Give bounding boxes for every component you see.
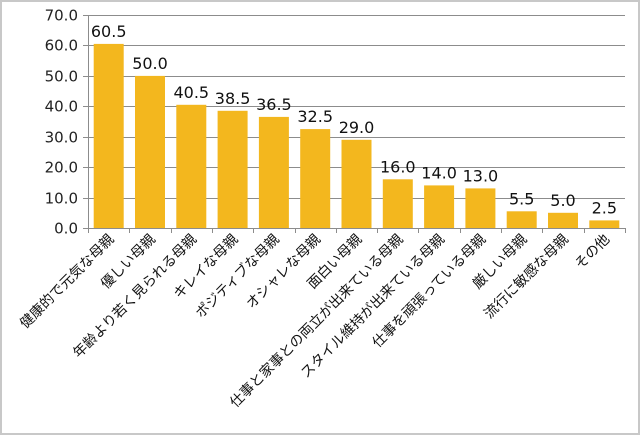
bar <box>465 188 496 228</box>
bar-value-label: 5.0 <box>550 191 575 210</box>
category-label: オシャレな母親 <box>243 232 324 313</box>
bar <box>93 43 124 229</box>
category-labels: 健康的で元気な母親優しい母親年齢より若く見られる母親キレイな母親ポジティブな母親… <box>16 231 613 411</box>
y-tick-label: 0.0 <box>54 220 78 238</box>
y-tick-label: 20.0 <box>45 159 78 177</box>
bar-value-label: 13.0 <box>463 166 499 185</box>
y-axis-tick-labels: 0.0 10.0 20.0 30.0 40.0 50.0 60.0 70.0 <box>45 7 78 238</box>
bar <box>176 104 207 228</box>
bar <box>341 139 372 228</box>
bar <box>589 220 620 228</box>
y-tick-label: 10.0 <box>45 190 78 208</box>
bar <box>300 129 331 228</box>
axes <box>83 15 626 233</box>
bar-value-label: 2.5 <box>592 198 617 217</box>
bar-value-label: 36.5 <box>256 95 292 114</box>
y-tick-label: 50.0 <box>45 68 78 86</box>
bar <box>382 179 413 228</box>
category-label: その他 <box>572 232 613 273</box>
bar-value-label: 16.0 <box>380 157 416 176</box>
bar <box>258 116 289 228</box>
bar <box>548 212 578 228</box>
y-tick-label: 40.0 <box>45 98 78 116</box>
bar <box>506 211 537 228</box>
bar-value-label: 60.5 <box>91 22 127 41</box>
bars <box>93 43 620 229</box>
bar-value-label: 38.5 <box>215 89 251 108</box>
bar-value-label: 5.5 <box>509 189 534 208</box>
bar <box>135 75 165 229</box>
bar <box>424 185 455 228</box>
y-tick-label: 30.0 <box>45 129 78 147</box>
y-tick-label: 60.0 <box>45 37 78 55</box>
bar-value-label: 50.0 <box>132 54 168 73</box>
bar <box>217 110 248 228</box>
y-tick-label: 70.0 <box>45 7 78 25</box>
bar-value-label: 14.0 <box>421 163 457 182</box>
value-labels: 60.5 50.0 40.5 38.5 36.5 32.5 29.0 16.0 14.0 13.0… <box>91 22 617 217</box>
bar-value-label: 29.0 <box>339 118 375 137</box>
bar-value-label: 40.5 <box>173 83 209 102</box>
bar-value-label: 32.5 <box>297 107 333 126</box>
